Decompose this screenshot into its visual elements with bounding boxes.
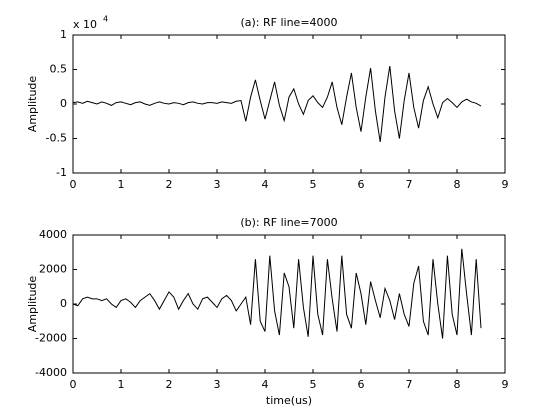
plot-area	[72, 234, 506, 374]
x-tick-label: 5	[310, 378, 317, 391]
y-tick-label: 1	[60, 28, 67, 41]
x-tick-label: 6	[358, 178, 365, 191]
x-tick-label: 8	[454, 378, 461, 391]
x-tick-label: 1	[118, 378, 125, 391]
x-tick-label: 7	[406, 378, 413, 391]
y-tick-label: -1	[56, 166, 67, 179]
x-tick-label: 9	[502, 178, 509, 191]
chart-title: (a): RF line=4000	[240, 16, 337, 29]
x-tick-label: 4	[262, 178, 269, 191]
plot-area	[72, 34, 506, 174]
x-tick-label: 3	[214, 378, 221, 391]
y-tick-label: 4000	[39, 228, 67, 241]
signal-line	[72, 248, 482, 339]
y-axis-label: Amplitude	[26, 76, 39, 133]
x-tick-label: 1	[118, 178, 125, 191]
y-axis-label: Amplitude	[26, 276, 39, 333]
y-tick-label: -0.5	[46, 132, 67, 145]
y-tick-label: 2000	[39, 263, 67, 276]
x-tick-label: 0	[70, 178, 77, 191]
x-tick-label: 6	[358, 378, 365, 391]
x-tick-label: 2	[166, 178, 173, 191]
x-tick-label: 2	[166, 378, 173, 391]
x-tick-label: 0	[70, 378, 77, 391]
x-tick-label: 8	[454, 178, 461, 191]
axis-exponent: 4	[103, 15, 108, 24]
signal-line	[72, 65, 482, 143]
y-tick-label: 0	[60, 97, 67, 110]
x-tick-label: 7	[406, 178, 413, 191]
x-tick-label: 5	[310, 178, 317, 191]
x-axis-label: time(us)	[266, 394, 312, 407]
chart-title: (b): RF line=7000	[240, 216, 337, 229]
axis-multiplier: x 10	[73, 18, 97, 31]
x-tick-label: 4	[262, 378, 269, 391]
x-tick-label: 3	[214, 178, 221, 191]
y-tick-label: 0.5	[50, 63, 68, 76]
x-tick-label: 9	[502, 378, 509, 391]
y-tick-label: -2000	[35, 332, 67, 345]
y-tick-label: 0	[60, 297, 67, 310]
y-tick-label: -4000	[35, 366, 67, 379]
